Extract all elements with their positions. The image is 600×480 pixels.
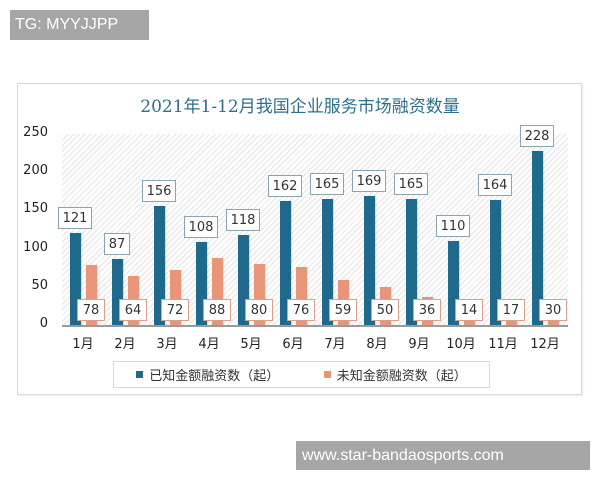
data-label-unknown: 76 [287,299,315,321]
data-label-unknown: 30 [539,299,567,321]
data-label-known: 118 [226,208,260,231]
bar-known [154,205,165,325]
data-label-unknown: 72 [161,299,189,321]
bar-known [364,195,375,325]
legend: 已知金额融资数（起） 未知金额融资数（起） [113,361,490,388]
data-label-unknown: 14 [455,299,483,321]
bar-unknown [254,263,265,325]
bar-unknown [212,257,223,325]
bar-known [406,198,417,325]
bar-known [448,240,459,325]
chart-title: 2021年1-12月我国企业服务市场融资数量 [140,97,460,117]
bar-known [238,234,249,325]
data-label-unknown: 50 [371,299,399,321]
data-label-unknown: 59 [329,299,357,321]
data-label-known: 162 [268,175,302,198]
data-label-unknown: 17 [497,299,525,321]
x-tick-label: 4月 [198,337,220,352]
data-label-known: 121 [58,206,92,229]
x-tick-label: 12月 [530,337,560,352]
bar-known [322,198,333,325]
x-axis-line [62,325,568,327]
bar-known [112,258,123,325]
data-label-known: 165 [394,172,428,195]
legend-swatch-unknown [323,371,331,378]
data-label-known: 169 [352,169,386,192]
data-label-known: 165 [310,172,344,195]
bar-known [70,232,81,325]
bar-known [196,242,207,325]
y-tick-label: 100 [23,239,48,255]
legend-swatch-known [136,371,144,378]
x-tick-label: 11月 [488,337,518,352]
data-label-known: 108 [184,216,218,239]
data-label-known: 156 [142,179,176,202]
y-tick-label: 0 [39,316,48,331]
bar-known [490,199,501,325]
y-tick-label: 250 [23,125,48,140]
x-tick-label: 6月 [282,337,304,352]
data-label-unknown: 64 [119,299,147,321]
data-label-known: 110 [436,214,470,237]
legend-label-known: 已知金额融资数（起） [149,369,280,384]
y-tick-label: 200 [23,163,48,179]
watermark-top: TG: MYYJJPP [10,10,149,40]
bar-unknown [296,266,307,325]
data-label-known: 228 [520,124,554,147]
bar-unknown [170,269,181,325]
y-tick-label: 50 [31,277,48,293]
x-tick-label: 2月 [114,337,136,352]
x-tick-label: 5月 [240,337,262,352]
data-label-unknown: 80 [245,299,273,321]
data-label-unknown: 78 [77,299,105,321]
bar-known [532,150,543,325]
legend-label-unknown: 未知金额融资数（起） [336,369,467,384]
data-label-known: 87 [104,232,130,255]
legend-item-unknown: 未知金额融资数（起） [323,365,467,384]
y-tick-label: 150 [23,201,48,217]
x-tick-label: 9月 [408,337,430,352]
watermark-bottom: www.star-bandaosports.com [296,441,590,470]
x-tick-label: 1月 [72,337,94,352]
data-label-unknown: 88 [203,299,231,321]
x-tick-label: 3月 [156,337,178,352]
data-label-known: 164 [478,173,512,196]
plot-area [62,134,568,325]
x-tick-label: 10月 [446,337,476,352]
x-tick-label: 7月 [324,337,346,352]
legend-item-known: 已知金额融资数（起） [136,365,279,384]
x-tick-label: 8月 [366,337,388,352]
bar-unknown [86,265,97,325]
data-label-unknown: 36 [413,299,441,321]
bar-known [280,201,291,325]
